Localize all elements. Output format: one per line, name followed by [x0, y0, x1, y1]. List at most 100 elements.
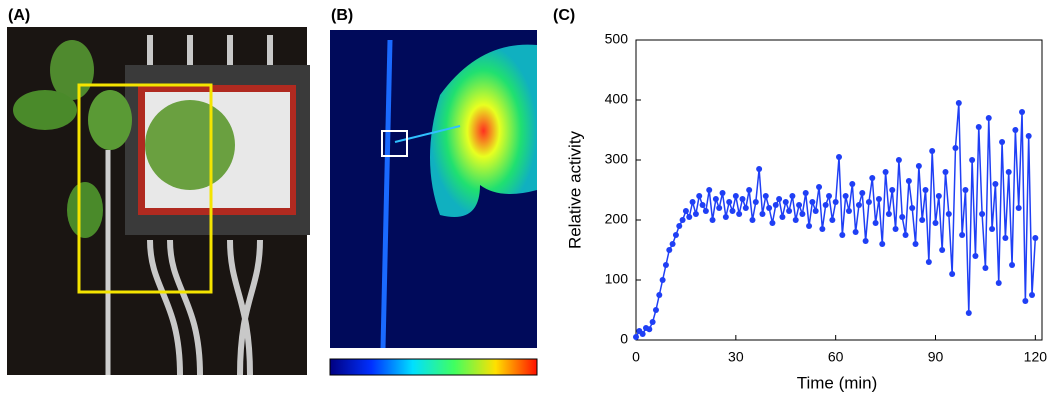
- point: [649, 319, 656, 325]
- point: [995, 280, 1002, 286]
- point: [872, 220, 879, 226]
- image-b: [329, 30, 538, 376]
- photo-a: [7, 27, 310, 376]
- point: [819, 226, 826, 232]
- point: [769, 220, 776, 226]
- x-tick-label: 30: [728, 349, 744, 365]
- point: [772, 202, 779, 208]
- point: [812, 208, 819, 214]
- x-tick-label: 90: [928, 349, 944, 365]
- point: [842, 193, 849, 199]
- point: [975, 124, 982, 130]
- point: [932, 220, 939, 226]
- y-axis-label: Relative activity: [565, 130, 584, 249]
- point: [992, 181, 999, 187]
- point: [922, 187, 929, 193]
- point: [759, 211, 766, 217]
- point: [646, 326, 653, 333]
- y-tick-label: 500: [605, 31, 629, 47]
- point: [962, 187, 969, 193]
- point: [942, 169, 949, 175]
- point: [939, 247, 946, 253]
- point: [682, 208, 689, 214]
- point: [845, 208, 852, 214]
- point: [969, 157, 976, 163]
- point: [816, 184, 823, 190]
- plot-frame: [635, 39, 1043, 341]
- point: [875, 196, 882, 202]
- point: [909, 205, 916, 211]
- point: [736, 211, 743, 217]
- point: [899, 214, 906, 220]
- point: [826, 193, 833, 199]
- y-tick-label: 200: [605, 211, 629, 227]
- point: [752, 199, 759, 205]
- point: [756, 166, 763, 172]
- point: [905, 178, 912, 184]
- point: [633, 334, 639, 340]
- point: [862, 238, 869, 244]
- point: [879, 241, 886, 247]
- point: [882, 169, 889, 175]
- y-tick-label: 0: [620, 331, 628, 347]
- point: [659, 277, 666, 283]
- point: [989, 226, 996, 232]
- point: [702, 208, 709, 214]
- point: [806, 223, 813, 229]
- y-tick-label: 100: [605, 271, 629, 287]
- panel-label: (C): [553, 7, 575, 24]
- point: [885, 211, 892, 217]
- point: [692, 211, 699, 217]
- point: [696, 193, 703, 199]
- point: [822, 202, 829, 208]
- point: [892, 226, 899, 232]
- point: [979, 211, 986, 217]
- y-tick-label: 300: [605, 151, 629, 167]
- point: [915, 163, 922, 169]
- point: [726, 199, 733, 205]
- point: [839, 232, 846, 238]
- point: [712, 196, 719, 202]
- point: [965, 310, 972, 316]
- point: [666, 247, 673, 253]
- panel-label: (B): [331, 7, 353, 24]
- point: [789, 193, 796, 199]
- point: [945, 211, 952, 217]
- point: [709, 217, 716, 223]
- point: [699, 202, 706, 208]
- point: [895, 157, 902, 163]
- point: [716, 205, 723, 211]
- point: [1009, 262, 1016, 268]
- point: [999, 139, 1006, 145]
- point: [746, 187, 753, 193]
- point: [912, 241, 919, 247]
- point: [792, 217, 799, 223]
- point: [852, 229, 859, 235]
- point: [776, 196, 783, 202]
- point: [1022, 298, 1029, 304]
- point: [639, 331, 646, 337]
- point: [722, 214, 729, 220]
- y-tick-label: 400: [605, 91, 629, 107]
- point: [779, 214, 786, 220]
- point: [902, 232, 909, 238]
- point: [949, 271, 956, 277]
- point: [832, 199, 839, 205]
- point: [652, 307, 659, 313]
- point: [982, 265, 989, 271]
- point: [935, 193, 942, 199]
- x-tick-label: 60: [828, 349, 844, 365]
- point: [732, 193, 739, 199]
- point: [869, 175, 876, 181]
- point: [972, 253, 979, 259]
- point: [959, 232, 966, 238]
- point: [766, 205, 773, 211]
- panel-label: (A): [8, 7, 30, 24]
- point: [859, 190, 866, 196]
- point: [662, 262, 669, 268]
- point: [796, 202, 803, 208]
- point: [985, 115, 992, 121]
- point: [706, 187, 713, 193]
- point: [762, 193, 769, 199]
